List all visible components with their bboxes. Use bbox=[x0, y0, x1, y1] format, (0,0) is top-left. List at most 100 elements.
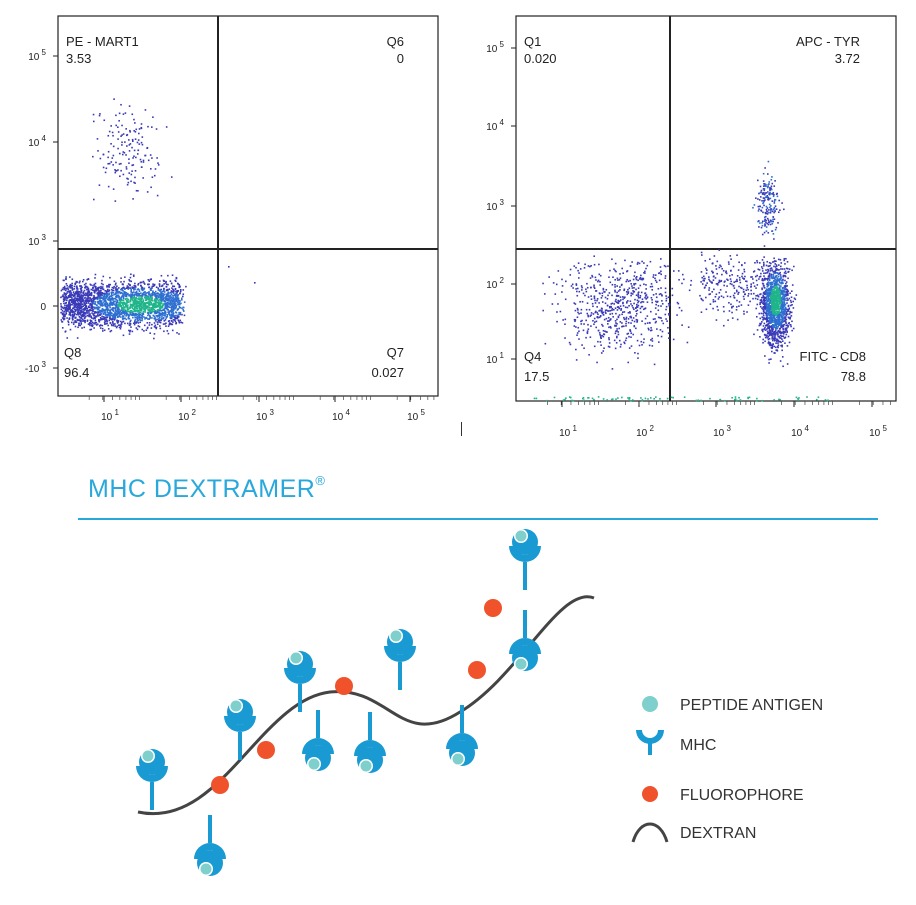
plot1-dot bbox=[119, 175, 121, 178]
plot2-dot bbox=[776, 320, 779, 322]
plot1-dot bbox=[118, 326, 121, 329]
plot2-dot bbox=[763, 231, 766, 234]
plot2-dot bbox=[771, 307, 774, 309]
plot2-dot bbox=[773, 257, 775, 260]
plot2-dot bbox=[773, 211, 775, 214]
plot2-dot bbox=[764, 223, 766, 225]
plot1-dot bbox=[154, 168, 157, 170]
plot-tyr: Q1 0.020 APC - TYR 3.72 Q4 17.5 FITC - C… bbox=[486, 15, 897, 439]
plot2-dot bbox=[761, 321, 763, 323]
plot1-dot bbox=[159, 314, 162, 317]
plot2-dot bbox=[638, 262, 641, 265]
plot1-dot bbox=[117, 131, 120, 133]
plot1-dot bbox=[104, 313, 107, 316]
plot1-dot bbox=[84, 293, 86, 296]
plot1-dot bbox=[178, 333, 180, 335]
plot1-dot bbox=[158, 294, 161, 296]
plot1-dot bbox=[110, 295, 113, 298]
plot2-dot bbox=[753, 204, 756, 206]
plot2-dot bbox=[785, 313, 788, 315]
plot1-dot bbox=[97, 296, 100, 299]
plot2-dot bbox=[578, 330, 580, 333]
plot2-dot bbox=[630, 315, 632, 318]
plot2-dot bbox=[637, 357, 639, 359]
plot1-dot bbox=[116, 308, 119, 311]
plot1-dot bbox=[137, 293, 140, 295]
plot1-dot bbox=[129, 329, 132, 332]
plot1-dot bbox=[111, 324, 113, 327]
plot2-dot bbox=[652, 276, 655, 278]
plot2-dot bbox=[636, 303, 638, 306]
plot1-dot bbox=[131, 287, 134, 289]
plot1-dot bbox=[74, 325, 77, 328]
plot2-dot bbox=[763, 316, 765, 319]
plot2-dot bbox=[762, 306, 764, 309]
plot2-dot bbox=[614, 325, 616, 327]
plot2-dot bbox=[618, 278, 621, 281]
plot1-dot bbox=[183, 301, 186, 303]
plot2-dot bbox=[779, 321, 781, 324]
plot1-dot bbox=[102, 166, 105, 169]
plot2-dot bbox=[777, 321, 779, 324]
plot1-dot bbox=[92, 297, 94, 300]
plot1-dot bbox=[65, 306, 68, 309]
plot1-dot bbox=[95, 285, 97, 288]
plot1-dot bbox=[173, 302, 176, 305]
plot1-dot bbox=[133, 288, 136, 291]
plot1-dot bbox=[131, 314, 134, 317]
plot1-q-br-value: 0.027 bbox=[371, 365, 404, 380]
plot2-dot bbox=[773, 272, 775, 274]
plot2-dot bbox=[766, 191, 769, 193]
plot1-dot bbox=[114, 318, 116, 320]
plot1-dot bbox=[151, 287, 153, 289]
plot2-dot bbox=[766, 319, 768, 322]
plot2-dot bbox=[780, 324, 782, 326]
plot1-dot bbox=[78, 307, 80, 309]
plot1-dot bbox=[112, 315, 114, 318]
plot1-dot bbox=[114, 200, 117, 202]
plot2-dot bbox=[772, 321, 774, 324]
plot1-dot bbox=[138, 308, 141, 310]
plot1-dot bbox=[120, 309, 122, 311]
plot1-y-tick-label: 0 bbox=[40, 302, 46, 313]
plot2-dot bbox=[763, 275, 765, 277]
plot2-dot bbox=[624, 259, 626, 262]
plot1-dot bbox=[84, 297, 87, 299]
plot1-dot bbox=[135, 321, 138, 323]
plot2-dot bbox=[658, 272, 660, 275]
plot2-dot bbox=[765, 208, 768, 211]
plot2-dot bbox=[593, 286, 595, 288]
plot2-dot bbox=[592, 305, 594, 308]
plot2-dot bbox=[630, 294, 632, 297]
plot1-dot bbox=[118, 312, 120, 315]
plot2-dot bbox=[644, 317, 647, 320]
plot2-dot bbox=[763, 193, 766, 196]
plot1-dot bbox=[160, 274, 163, 277]
plot1-dot bbox=[108, 293, 110, 296]
plot2-dot bbox=[781, 349, 783, 352]
plot1-dot bbox=[117, 294, 120, 297]
plot2-dot bbox=[635, 277, 637, 279]
plot1-dot bbox=[69, 276, 71, 278]
plot1-dot bbox=[170, 293, 173, 296]
plot1-dot bbox=[131, 303, 133, 306]
plot2-dot bbox=[752, 206, 754, 209]
plot1-dot bbox=[105, 167, 108, 170]
plot1-dot bbox=[171, 291, 174, 293]
plot2-dot bbox=[607, 310, 610, 312]
plot2-dot bbox=[644, 272, 646, 274]
plot2-dot bbox=[619, 321, 622, 323]
plot2-dot bbox=[759, 196, 762, 198]
plot2-dot bbox=[758, 226, 760, 228]
plot2-dot bbox=[762, 310, 765, 313]
plot1-dot bbox=[86, 300, 88, 302]
plot1-dot bbox=[85, 288, 88, 291]
plot2-dot bbox=[779, 295, 781, 298]
plot2-dot bbox=[768, 308, 770, 310]
plot1-dot bbox=[61, 317, 64, 319]
plot2-dot bbox=[617, 279, 619, 281]
plot2-dot bbox=[762, 318, 765, 320]
plot2-dot bbox=[593, 323, 595, 326]
plot1-dot bbox=[79, 295, 82, 298]
plot2-dot bbox=[758, 324, 761, 327]
